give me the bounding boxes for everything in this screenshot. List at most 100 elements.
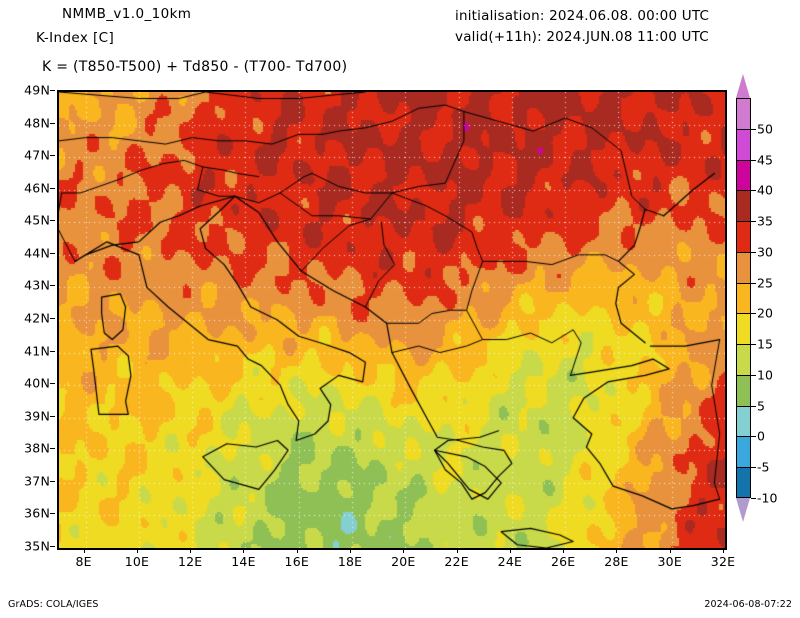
y-tick-mark [50,187,55,189]
x-tick-label: 10E [124,554,150,569]
colorbar-tick-mark [751,221,756,223]
colorbar-tick-mark [751,374,756,376]
y-tick-mark [50,318,55,319]
x-tick-mark [350,548,352,553]
y-tick-mark [50,546,55,547]
x-tick-mark [403,548,405,553]
x-tick-mark [243,548,245,553]
colorbar-tick-label: 15 [757,336,773,352]
y-tick-mark [50,415,55,417]
y-tick-mark [50,448,55,450]
colorbar-band [736,374,751,406]
colorbar-legend[interactable]: -10 -5 0 5 10 15 20 25 30 35 40 45 50 [736,74,777,522]
colorbar-tick-label: 40 [757,182,773,198]
y-tick-label: 49N [24,82,50,98]
formula-label: K = (T850-T500) + Td850 - (T700- Td700) [42,59,348,75]
x-tick-label: 32E [710,554,736,569]
x-tick-mark [669,548,671,553]
y-tick-mark [50,122,55,124]
colorbar-tick-label: 0 [757,428,765,444]
y-tick-label: 44N [24,245,50,261]
colorbar-tick-label: -10 [757,490,778,506]
y-tick-mark [50,252,55,254]
generated-timestamp-label: 2024-06-08-07:22 [704,599,792,610]
header-right-block: initialisation: 2024.06.08. 00:00 UTC va… [455,6,800,48]
x-tick-label: 26E [550,554,576,569]
colorbar-tick-mark [751,190,756,192]
x-tick-mark [83,548,85,553]
colorbar-band [736,98,751,129]
y-tick-mark [50,383,55,385]
y-tick-label: 37N [24,473,50,489]
colorbar-tick-mark [751,344,756,346]
y-tick-mark [50,480,55,482]
y-tick-label: 47N [24,147,50,163]
grads-credit-label: GrADS: COLA/IGES [8,599,99,610]
colorbar-tick-label: 25 [757,275,773,291]
x-tick-mark [296,548,298,553]
initialisation-time-label: initialisation: 2024.06.08. 00:00 UTC [455,8,710,24]
y-tick-label: 40N [24,375,50,391]
y-tick-label: 45N [24,212,50,228]
colorbar-tick-mark [751,405,756,407]
y-tick-mark [50,155,55,157]
model-name-label: NMMB_v1.0_10km [62,6,192,22]
colorbar-tick-mark [751,467,756,469]
x-tick-label: 14E [231,554,256,569]
x-tick-label: 22E [444,554,469,569]
x-tick-mark [509,548,511,553]
y-tick-mark [50,285,55,287]
colorbar-tick-label: 5 [757,398,765,414]
y-tick-label: 38N [24,440,50,456]
y-tick-label: 35N [24,538,50,554]
colorbar-band [736,221,751,252]
variable-name-label: K-Index [C] [36,30,115,46]
colorbar-band [736,282,751,314]
k-index-heatmap-canvas[interactable] [59,92,725,548]
colorbar-band [736,159,751,191]
x-tick-label: 18E [337,554,363,569]
colorbar-tick-mark [751,282,756,284]
colorbar-tick-label: 20 [757,305,773,321]
colorbar-tick-mark [751,128,756,130]
x-tick-mark [616,548,618,553]
x-tick-label: 30E [657,554,682,569]
y-tick-mark [50,350,55,352]
colorbar-band [736,405,751,437]
x-tick-mark [456,548,458,553]
map-plot-frame[interactable] [57,90,727,550]
y-tick-label: 39N [24,408,50,424]
colorbar-band [736,436,751,468]
colorbar-band [736,313,751,345]
x-tick-label: 24E [497,554,523,569]
colorbar-band [736,467,751,498]
x-tick-mark [723,548,724,553]
y-tick-label: 41N [24,343,50,359]
x-tick-mark [136,548,138,553]
y-tick-label: 36N [24,505,50,521]
colorbar-tick-label: 10 [757,367,773,383]
colorbar-band [736,251,751,283]
x-tick-label: 12E [177,554,203,569]
x-tick-label: 20E [391,554,416,569]
colorbar-tick-label: 45 [757,152,773,168]
x-tick-mark [563,548,565,553]
colorbar-tick-label: 50 [757,121,773,137]
colorbar-below-min-arrow-icon [736,498,750,522]
x-tick-label: 8E [75,554,92,569]
y-tick-mark [50,90,55,91]
y-tick-label: 46N [24,180,50,196]
x-tick-label: 16E [284,554,309,569]
y-tick-label: 42N [24,310,50,326]
y-tick-label: 43N [24,277,50,293]
valid-time-label: valid(+11h): 2024.JUN.08 11:00 UTC [455,29,709,45]
colorbar-band [736,190,751,222]
y-tick-mark [50,513,55,515]
x-tick-label: 28E [604,554,629,569]
colorbar-tick-mark [751,436,756,438]
x-tick-mark [190,548,192,553]
colorbar-tick-label: 30 [757,244,773,260]
colorbar-tick-label: -5 [757,459,770,475]
colorbar-above-max-arrow-icon [736,74,750,98]
colorbar-tick-label: 35 [757,213,773,229]
